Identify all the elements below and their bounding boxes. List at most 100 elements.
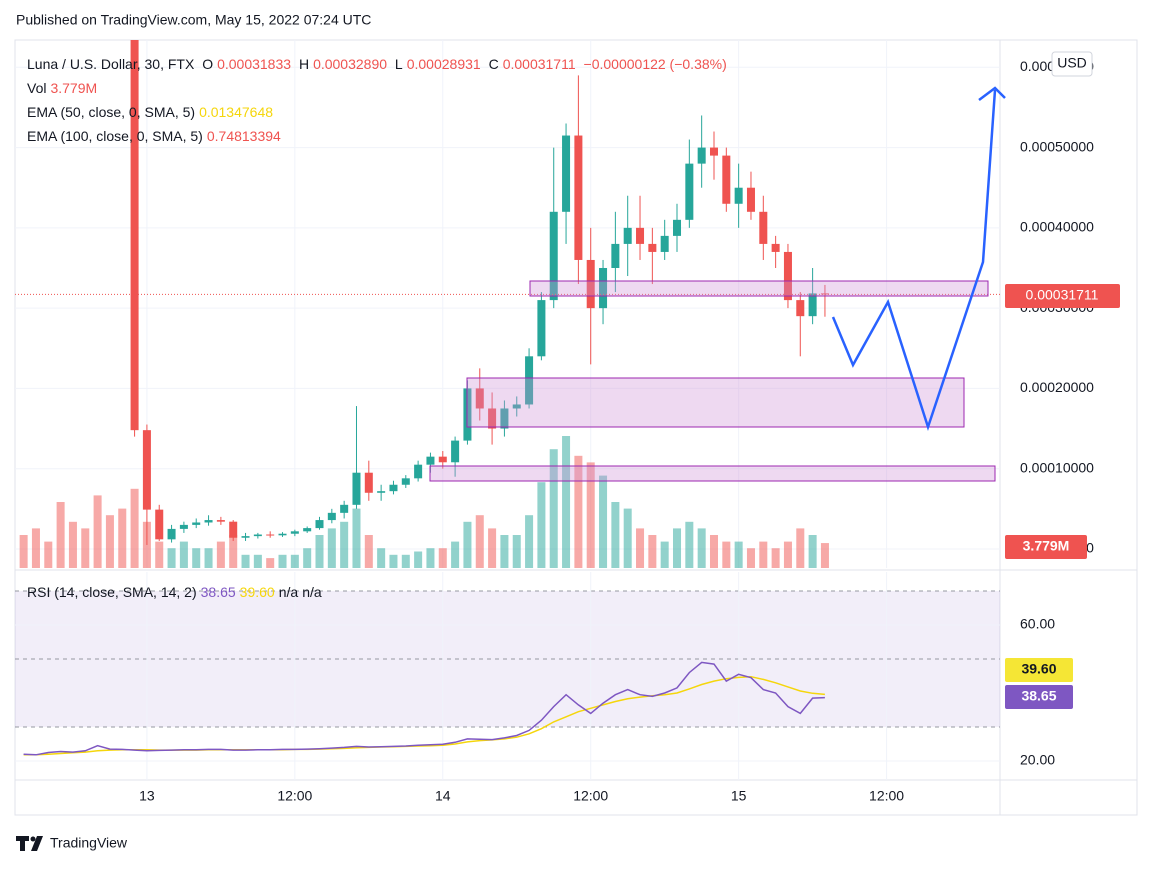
candle-body — [303, 528, 312, 532]
volume-bar — [105, 515, 114, 568]
candle-body — [414, 464, 423, 479]
volume-bar — [81, 528, 90, 568]
volume-bar — [599, 475, 608, 568]
candle-body — [253, 534, 262, 537]
currency[interactable]: USD — [1057, 55, 1087, 71]
candle-body — [451, 440, 460, 463]
volume-bar — [500, 535, 509, 568]
volume-bar — [783, 541, 792, 568]
y-tick-label: 0.00020000 — [1020, 379, 1094, 395]
candle-body — [746, 187, 755, 212]
published: Published on TradingView.com, May 15, 20… — [16, 12, 371, 28]
volume-bar — [512, 535, 521, 568]
volume-bar — [426, 548, 435, 568]
volume-bar — [414, 551, 423, 568]
candle-body — [278, 533, 287, 536]
candle-body — [525, 356, 534, 405]
volume-bar — [93, 495, 102, 568]
volume-bar — [451, 541, 460, 568]
candle-body — [192, 522, 201, 525]
na: n/a — [278, 584, 299, 600]
candle-body — [315, 520, 324, 529]
h-key: H — [298, 56, 310, 72]
logo-dot — [30, 836, 36, 842]
rsi-tag-text: 38.65 — [1021, 688, 1056, 704]
symbol: Luna / U.S. Dollar, 30, FTX — [27, 56, 195, 72]
candle-body — [340, 504, 349, 513]
y-tick-label: 0.00010000 — [1020, 459, 1094, 475]
currency-box[interactable] — [1051, 51, 1093, 77]
volume-bar — [734, 541, 743, 568]
volume-bar — [475, 515, 484, 568]
volume-bar — [340, 521, 349, 568]
volume-bar — [204, 548, 213, 568]
volume-bar — [586, 462, 595, 568]
volume-bar — [364, 535, 373, 568]
ema100: EMA (100, close, 0, SMA, 5) — [27, 128, 203, 144]
volume-bar — [549, 449, 558, 568]
candle-body — [648, 243, 657, 252]
volume-bar — [130, 488, 139, 568]
candle-body — [327, 512, 336, 521]
volume-bar — [574, 455, 583, 568]
volume-bar — [808, 535, 817, 568]
arrow-head — [978, 86, 1006, 101]
x-tick-label: 15 — [731, 788, 747, 804]
volume-tag-text: 3.779M — [1023, 538, 1070, 554]
candle-body — [660, 235, 669, 252]
candle-body — [562, 135, 571, 212]
tags: USD 0.00031711 3.779M 39.60 38.65 — [1005, 51, 1120, 709]
zone — [429, 465, 996, 482]
legend-line: EMA (50, close, 0, SMA, 5) 0.01347648 — [27, 103, 277, 121]
x-tick-label: 12:00 — [573, 788, 608, 804]
y-tick-label: 0.00050000 — [1020, 138, 1094, 154]
volume-bar — [155, 541, 164, 568]
candle-body — [266, 534, 275, 536]
volume-bar — [290, 554, 299, 568]
volume-bar — [315, 535, 324, 568]
frame — [14, 39, 1138, 816]
x-tick-label: 12:00 — [277, 788, 312, 804]
candle-body — [401, 478, 410, 485]
rsi-sma-tag — [1005, 658, 1073, 682]
h-value: 0.00032890 — [313, 56, 388, 72]
volume-bar — [796, 528, 805, 568]
candle-body — [216, 520, 225, 522]
logo-text: TradingView — [50, 835, 128, 851]
candle-body — [623, 227, 632, 244]
ema100-value: 0.74813394 — [206, 128, 281, 144]
candle-body — [673, 219, 682, 236]
volume-bar — [68, 521, 77, 568]
rsi-value: 38.65 — [200, 584, 236, 600]
candle-body — [697, 147, 706, 164]
volume-bar — [463, 521, 472, 568]
na: n/a — [302, 584, 322, 600]
candle-body — [377, 491, 386, 493]
rsi-sma-value: 39.60 — [239, 584, 275, 600]
candle-body — [574, 135, 583, 260]
c-key: C — [488, 56, 499, 72]
volume-bar — [167, 548, 176, 568]
candle-body — [426, 456, 435, 465]
candle-body — [599, 267, 608, 309]
rsi-sma-tag-text: 39.60 — [1021, 661, 1056, 677]
candle-body — [709, 147, 718, 156]
volume-bar — [438, 548, 447, 568]
candle-body — [820, 293, 829, 295]
volume-bar — [820, 543, 829, 568]
candle-body — [722, 155, 731, 204]
candle-body — [771, 243, 780, 252]
candle-body — [759, 211, 768, 244]
volume-bar — [673, 528, 682, 568]
rsi-tick-label: 60.00 — [1020, 616, 1055, 632]
candle-body — [512, 404, 521, 409]
candle-body — [549, 211, 558, 301]
candle-body — [488, 408, 497, 429]
logo-icon — [16, 836, 43, 851]
volume-bar — [303, 548, 312, 568]
candle-body — [586, 259, 595, 309]
legend-line: EMA (100, close, 0, SMA, 5) 0.74813394 — [27, 127, 285, 145]
candle-body — [636, 227, 645, 244]
